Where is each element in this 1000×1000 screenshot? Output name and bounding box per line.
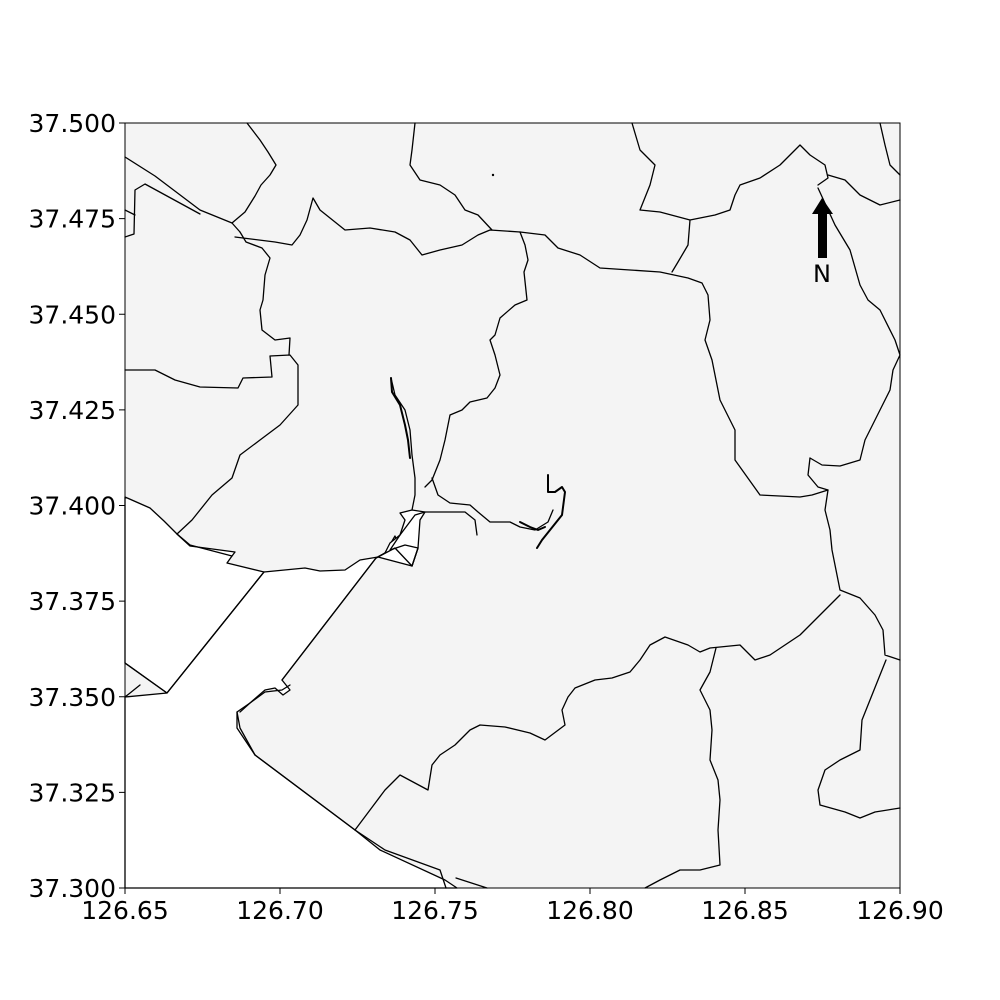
y-axis: 37.500 37.475 37.450 37.425 37.400 37.375 37.3… bbox=[29, 109, 125, 903]
y-tick-label: 37.350 bbox=[29, 683, 116, 712]
x-tick-label: 126.65 bbox=[81, 896, 168, 925]
y-tick-label: 37.475 bbox=[29, 205, 116, 234]
north-arrow: N bbox=[812, 198, 833, 288]
island-dot bbox=[491, 173, 495, 177]
admin-borders bbox=[124, 122, 901, 889]
y-tick-label: 37.300 bbox=[29, 874, 116, 903]
x-tick-label: 126.85 bbox=[701, 896, 788, 925]
y-tick-label: 37.400 bbox=[29, 492, 116, 521]
x-tick-label: 126.90 bbox=[856, 896, 943, 925]
y-tick-label: 37.425 bbox=[29, 396, 116, 425]
x-tick-label: 126.70 bbox=[236, 896, 323, 925]
north-arrow-icon bbox=[812, 198, 833, 258]
x-tick-label: 126.80 bbox=[546, 896, 633, 925]
y-tick-label: 37.325 bbox=[29, 778, 116, 807]
north-label: N bbox=[813, 260, 831, 288]
x-axis: 126.65 126.70 126.75 126.80 126.85 126.90 bbox=[81, 888, 944, 925]
streams bbox=[390, 377, 566, 549]
y-tick-label: 37.500 bbox=[29, 109, 116, 138]
y-tick-label: 37.450 bbox=[29, 300, 116, 329]
y-tick-label: 37.375 bbox=[29, 587, 116, 616]
x-tick-label: 126.75 bbox=[391, 896, 478, 925]
